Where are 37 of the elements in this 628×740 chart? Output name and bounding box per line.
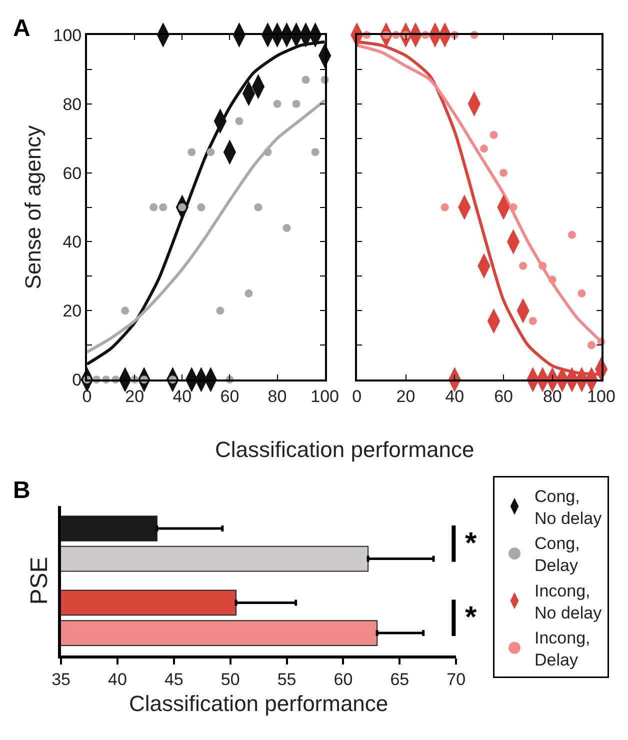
x-tick-label: 40 bbox=[172, 386, 192, 406]
chart-title: B bbox=[13, 477, 30, 504]
x-tick-label: 40 bbox=[445, 386, 464, 406]
x-tick-label: 55 bbox=[277, 670, 296, 690]
legend-label: Cong, Delay bbox=[534, 534, 580, 576]
x-tick-label: 80 bbox=[542, 386, 562, 406]
y-tick-label: 100 bbox=[53, 26, 82, 45]
y-tick-label: 20 bbox=[62, 302, 82, 321]
y-tick-label: 60 bbox=[62, 164, 82, 183]
x-axis-title: Classification performance bbox=[128, 691, 388, 716]
y-tick-label: 0 bbox=[72, 370, 82, 390]
x-tick-label: 60 bbox=[220, 386, 240, 406]
x-tick-label: 35 bbox=[52, 670, 70, 690]
chart-title: A bbox=[13, 15, 30, 42]
x-tick-label: 60 bbox=[334, 670, 353, 690]
x-tick-label: 100 bbox=[587, 386, 616, 406]
x-tick-label: 100 bbox=[310, 386, 340, 406]
x-tick-label: 70 bbox=[446, 670, 466, 690]
legend-label: Cong, No delay bbox=[534, 486, 602, 528]
x-tick-label: 0 bbox=[352, 386, 362, 406]
x-tick-label: 60 bbox=[494, 386, 513, 406]
text: * bbox=[465, 601, 477, 634]
y-axis-title: PSE bbox=[26, 556, 54, 605]
x-tick-label: 20 bbox=[125, 386, 144, 406]
x-tick-label: 20 bbox=[396, 386, 416, 406]
x-tick-label: 45 bbox=[164, 670, 184, 690]
legend-label: Incong, Delay bbox=[534, 628, 590, 670]
y-axis-title: Sense of agency bbox=[20, 125, 46, 290]
x-tick-label: 40 bbox=[108, 670, 127, 690]
x-tick-label: 65 bbox=[390, 670, 410, 690]
x-tick-label: 80 bbox=[268, 386, 287, 406]
x-tick-label: 50 bbox=[220, 670, 240, 690]
y-tick-label: 80 bbox=[62, 94, 82, 114]
text: * bbox=[465, 527, 477, 560]
y-tick-label: 40 bbox=[62, 232, 82, 252]
x-axis-title: Classification performance bbox=[215, 437, 474, 462]
legend-label: Incong, No delay bbox=[534, 581, 602, 622]
